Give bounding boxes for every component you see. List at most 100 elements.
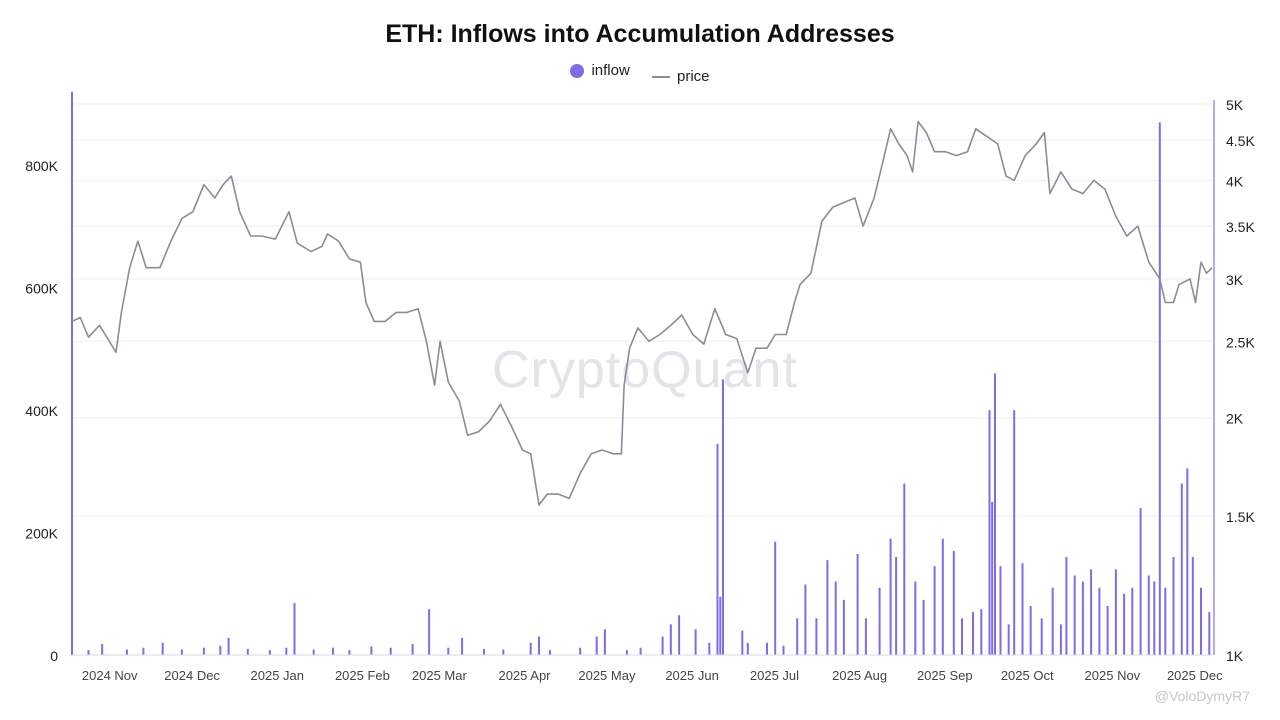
inflow-bar xyxy=(895,557,898,655)
inflow-bar xyxy=(1114,569,1117,655)
inflow-bar xyxy=(285,647,288,655)
inflow-bar xyxy=(708,642,711,655)
inflow-bar xyxy=(746,642,749,655)
legend-marker-inflow xyxy=(570,63,585,78)
inflow-bar xyxy=(268,650,271,655)
inflow-bar xyxy=(625,650,628,655)
inflow-bar xyxy=(1172,557,1175,655)
axes: 0 200K 400K 600K 800K 1K 1.5K 2K 2.5K 3K 3.5K 4K 4.5… xyxy=(25,97,1255,683)
inflow-bar xyxy=(933,566,936,655)
inflow-bar xyxy=(180,649,183,655)
gridlines xyxy=(72,103,1212,517)
inflow-bar xyxy=(961,618,963,655)
inflow-bar xyxy=(227,637,230,655)
inflow-bar xyxy=(595,636,598,655)
inflow-bar xyxy=(815,618,818,655)
inflow-bar xyxy=(529,642,532,655)
inflow-bar xyxy=(722,379,724,655)
inflow-bar xyxy=(202,647,205,655)
inflow-bar xyxy=(782,645,785,655)
inflow-bar xyxy=(101,644,104,655)
inflow-bar xyxy=(603,629,606,655)
price-line-group xyxy=(71,120,1213,506)
x-tick-label: 2025 Aug xyxy=(832,668,887,683)
inflow-bar xyxy=(1081,581,1084,655)
y-right-tick-label: 1.5K xyxy=(1226,509,1255,525)
inflow-bar xyxy=(842,599,845,655)
inflow-bar xyxy=(87,650,90,655)
inflow-bar xyxy=(694,629,697,655)
y-left-tick-label: 600K xyxy=(25,281,58,297)
inflow-bar xyxy=(1123,593,1126,655)
legend-item-inflow[interactable]: inflow xyxy=(570,62,630,79)
inflow-bar xyxy=(1106,606,1109,655)
inflow-bars xyxy=(71,91,1211,656)
inflow-bar xyxy=(678,615,681,655)
inflow-bar xyxy=(161,642,164,655)
inflow-bar xyxy=(1131,587,1134,655)
inflow-bar xyxy=(878,587,881,655)
y-right-tick-label: 4.5K xyxy=(1226,133,1255,149)
inflow-bar xyxy=(661,636,664,655)
x-tick-label: 2024 Dec xyxy=(164,668,220,683)
inflow-bar xyxy=(71,91,73,656)
x-tick-label: 2025 Jan xyxy=(251,668,305,683)
inflow-bar xyxy=(538,636,540,655)
x-tick-label: 2025 Oct xyxy=(1001,668,1054,683)
inflow-bar xyxy=(1147,575,1150,655)
inflow-bar xyxy=(502,649,505,655)
inflow-bar xyxy=(914,581,917,655)
inflow-bar xyxy=(988,410,991,655)
inflow-bar xyxy=(1191,557,1194,655)
inflow-bar xyxy=(1200,587,1202,655)
inflow-bar xyxy=(903,483,906,655)
inflow-bar xyxy=(1139,508,1142,655)
inflow-bar xyxy=(1073,575,1076,655)
x-tick-label: 2025 Jun xyxy=(665,668,719,683)
inflow-bar xyxy=(1090,569,1093,655)
inflow-bar xyxy=(741,630,744,655)
inflow-bar xyxy=(716,443,719,655)
inflow-bar xyxy=(389,647,392,655)
y-right-tick-label: 2K xyxy=(1226,411,1244,427)
x-tick-label: 2025 Dec xyxy=(1167,668,1223,683)
inflow-bar xyxy=(639,647,642,655)
inflow-bar xyxy=(864,618,867,655)
inflow-bar xyxy=(411,644,414,655)
legend-item-price[interactable]: price xyxy=(652,68,710,85)
inflow-bar xyxy=(1186,468,1189,655)
inflow-bar xyxy=(483,648,485,655)
inflow-bar xyxy=(549,650,551,655)
x-tick-label: 2025 Apr xyxy=(498,668,551,683)
y-left-tick-label: 200K xyxy=(25,526,58,542)
inflow-bar xyxy=(1153,581,1156,655)
price-line xyxy=(71,120,1213,506)
y-right-tick-label: 2.5K xyxy=(1226,334,1255,350)
chart-legend: inflow price xyxy=(0,62,1280,85)
inflow-bar xyxy=(1051,587,1054,655)
legend-label-inflow: inflow xyxy=(591,62,630,79)
inflow-bar xyxy=(447,647,450,655)
legend-marker-price xyxy=(652,75,670,78)
y-right-tick-label: 1K xyxy=(1226,648,1244,664)
inflow-bar xyxy=(889,538,892,655)
inflow-bar xyxy=(1007,624,1010,655)
inflow-bar xyxy=(579,647,582,655)
x-tick-label: 2025 Nov xyxy=(1085,668,1141,683)
inflow-bar xyxy=(1013,410,1016,655)
y-right-tick-label: 4K xyxy=(1226,173,1244,189)
inflow-bar xyxy=(219,645,222,655)
legend-label-price: price xyxy=(677,68,710,85)
inflow-bar xyxy=(312,649,315,655)
inflow-bar xyxy=(348,650,351,655)
inflow-bar xyxy=(1059,624,1062,655)
y-left-tick-label: 800K xyxy=(25,158,58,174)
inflow-bar xyxy=(856,554,859,655)
inflow-bar xyxy=(1158,122,1161,655)
inflow-bar xyxy=(370,646,373,655)
inflow-bar xyxy=(125,649,128,655)
y-right-tick-label: 3.5K xyxy=(1226,219,1255,235)
inflow-bar xyxy=(1029,606,1032,655)
y-right-tick-label: 3K xyxy=(1226,272,1244,288)
